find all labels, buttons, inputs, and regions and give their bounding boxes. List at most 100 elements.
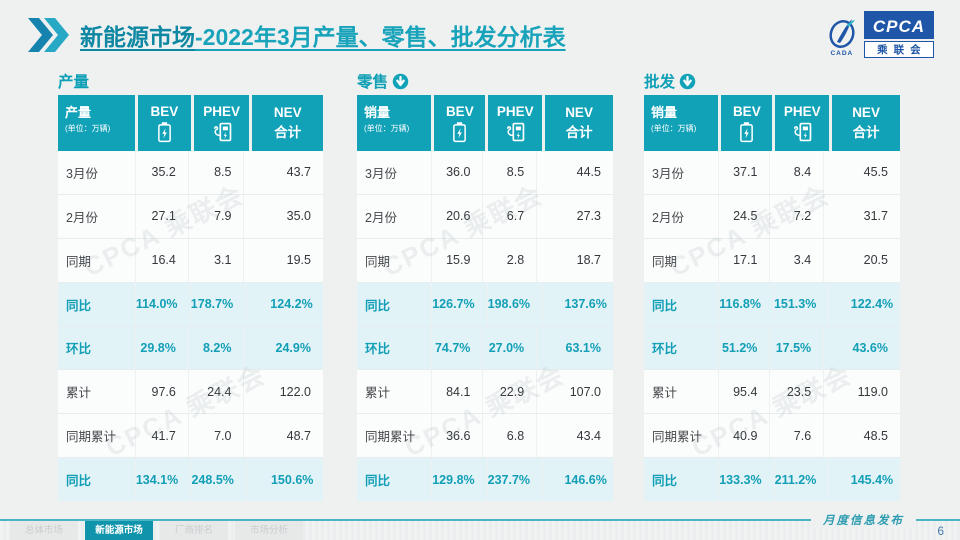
row-label: 累计 [66,386,92,401]
cell-value: 84.1 [431,370,482,414]
table-row: 同比 133.3% 211.2% 145.4% [644,458,900,501]
cell-value: 8.5 [187,151,244,194]
table-row: 3月份 36.0 8.5 44.5 [357,151,613,195]
cell-value: 27.1 [134,194,188,238]
footer-tab[interactable]: 市场分析 [235,521,303,540]
column-label: NEV [565,105,593,120]
corner-label: 销量 [364,105,391,120]
table-row: 累计 95.4 23.5 119.0 [644,370,900,415]
table-row: 同比 134.1% 248.5% 150.6% [58,458,323,501]
cell-value: 17.5% [769,326,823,370]
cell-value: 134.1% [134,458,190,501]
column-label2: 合计 [565,125,593,140]
cell-value: 146.6% [542,458,619,501]
column-label: PHEV [203,103,241,119]
table-row: 同期 17.1 3.4 20.5 [644,238,900,283]
section-title: 产量 [58,70,323,92]
table-row: 3月份 35.2 8.5 43.7 [58,151,323,195]
section-title-label: 批发 [644,74,676,91]
row-label: 2月份 [365,210,397,225]
charger-icon [790,121,814,143]
cpca-logo: CADA CPCA 乘联会 [825,14,934,58]
cell-value: 44.5 [536,151,613,194]
cell-value: 63.1% [536,326,613,370]
cell-value: 95.4 [718,370,769,414]
cell-value: 2.8 [482,238,536,282]
cell-value: 7.0 [187,414,244,458]
cell-value: 237.7% [486,458,542,501]
corner-unit: (单位：万辆) [651,124,697,133]
row-label: 同期累计 [365,430,416,445]
cell-value: 16.4 [134,238,188,282]
table-section: 零售 销量 (单位：万辆) BEV [357,70,613,501]
footer-tab[interactable]: 厂商排名 [160,521,228,540]
table-row: 同期累计 40.9 7.6 48.5 [644,414,900,459]
cell-value: 31.7 [823,194,900,238]
column-header-phev: PHEV [193,95,250,151]
row-label: 同期累计 [652,430,703,445]
footer-tab[interactable]: 新能源市场 [85,521,153,540]
row-label: 同比 [66,298,92,313]
cell-value: 124.2% [245,282,325,326]
cell-value: 35.2 [134,151,188,194]
table-row: 同期累计 41.7 7.0 48.7 [58,414,323,459]
title-bar: 新能源市场-2022年3月产量、零售、批发分析表 [28,18,566,52]
row-label: 同比 [365,474,391,489]
cell-value: 43.6% [823,326,900,370]
section-title: 批发 [644,70,900,92]
cell-value: 22.9 [482,370,536,414]
section-title: 零售 [357,70,613,92]
page-number: 6 [937,524,944,538]
cell-value: 6.8 [482,414,536,458]
corner-unit: (单位：万辆) [65,124,111,133]
cell-value: 23.5 [769,370,823,414]
footer-tabs: 总体市场 新能源市场 厂商排名 市场分析 [10,521,303,540]
row-label: 累计 [365,386,391,401]
table-row: 2月份 27.1 7.9 35.0 [58,194,323,239]
cell-value: 36.6 [431,414,482,458]
cell-value: 7.2 [769,194,823,238]
cell-value: 15.9 [431,238,482,282]
section-title-label: 零售 [357,74,389,91]
table-row: 同比 129.8% 237.7% 146.6% [357,458,613,501]
column-label: PHEV [496,103,534,119]
column-header-nev: NEV 合计 [545,95,613,151]
double-chevron-icon [28,18,69,52]
table-header: 产量 (单位：万辆) BEV PHEV [58,95,323,151]
corner-label: 产量 [65,105,92,120]
row-label: 同期 [652,254,678,269]
column-header-phev: PHEV [775,95,830,151]
table-row: 同期 15.9 2.8 18.7 [357,238,613,283]
page-title: 新能源市场-2022年3月产量、零售、批发分析表 [80,18,566,52]
corner-unit: (单位：万辆) [364,124,410,133]
cell-value: 35.0 [243,194,323,238]
battery-icon [452,121,467,143]
table-row: 环比 51.2% 17.5% 43.6% [644,326,900,371]
table-section: 批发 销量 (单位：万辆) BEV [644,70,900,501]
cell-value: 211.2% [773,458,829,501]
footer-tab[interactable]: 总体市场 [10,521,78,540]
cpca-acronym: CPCA [863,14,934,39]
row-label: 3月份 [66,166,98,181]
table-row: 环比 74.7% 27.0% 63.1% [357,326,613,371]
cpca-logo-text: CPCA 乘联会 [863,14,934,58]
cell-value: 122.4% [828,282,905,326]
cell-value: 8.4 [769,151,823,194]
table-row: 同期 16.4 3.1 19.5 [58,238,323,283]
table-section: 产量 产量 (单位：万辆) BEV PHEV [58,70,323,501]
cell-value: 6.7 [482,194,536,238]
cell-value: 3.4 [769,238,823,282]
table-rows: CPCA 乘联会 CPCA 乘联会 3月份 36.0 8.5 44.5 2月份 20.6 6… [357,151,613,501]
table-row: 同期累计 36.6 6.8 43.4 [357,414,613,459]
table-row: 同比 114.0% 178.7% 124.2% [58,282,325,327]
table-rows: CPCA 乘联会 CPCA 乘联会 3月份 37.1 8.4 45.5 2月份 24.5 7… [644,151,900,501]
cell-value: 8.2% [187,326,244,370]
cell-value: 198.6% [486,282,542,326]
down-arrow-icon [392,73,409,89]
table-row: 同比 126.7% 198.6% 137.6% [357,282,613,327]
cell-value: 150.6% [245,458,326,501]
table-header: 销量 (单位：万辆) BEV PHEV [644,95,900,151]
cell-value: 20.6 [431,194,482,238]
cell-value: 7.6 [769,414,823,458]
